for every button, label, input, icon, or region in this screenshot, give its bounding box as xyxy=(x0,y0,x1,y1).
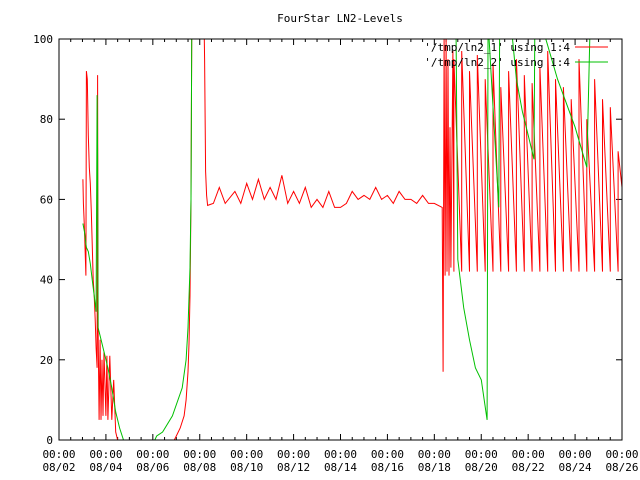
x-tick-date-label: 08/18 xyxy=(418,461,451,474)
x-tick-date-label: 08/06 xyxy=(136,461,169,474)
x-tick-time-label: 00:00 xyxy=(371,448,404,461)
y-tick-label: 60 xyxy=(40,193,53,206)
x-tick-date-label: 08/26 xyxy=(605,461,638,474)
x-tick-time-label: 00:00 xyxy=(418,448,451,461)
x-tick-date-label: 08/16 xyxy=(371,461,404,474)
x-tick-time-label: 00:00 xyxy=(277,448,310,461)
x-tick-date-label: 08/04 xyxy=(89,461,122,474)
x-tick-time-label: 00:00 xyxy=(559,448,592,461)
series-line-1 xyxy=(82,39,622,440)
x-tick-date-label: 08/24 xyxy=(559,461,592,474)
x-tick-date-label: 08/08 xyxy=(183,461,216,474)
y-tick-label: 40 xyxy=(40,274,53,287)
legend-label-series-1: '/tmp/ln2_1' using 1:4 xyxy=(424,41,570,54)
x-tick-time-label: 00:00 xyxy=(230,448,263,461)
y-tick-label: 80 xyxy=(40,113,53,126)
x-tick-time-label: 00:00 xyxy=(42,448,75,461)
series-lines xyxy=(82,39,622,440)
x-tick-time-label: 00:00 xyxy=(512,448,545,461)
axes: 02040608010000:0008/0200:0008/0400:0008/… xyxy=(33,33,638,474)
x-tick-date-label: 08/10 xyxy=(230,461,263,474)
y-tick-label: 0 xyxy=(46,434,53,447)
x-tick-date-label: 08/02 xyxy=(42,461,75,474)
y-tick-label: 100 xyxy=(33,33,53,46)
y-tick-label: 20 xyxy=(40,354,53,367)
x-tick-date-label: 08/22 xyxy=(512,461,545,474)
x-tick-time-label: 00:00 xyxy=(183,448,216,461)
x-tick-date-label: 08/14 xyxy=(324,461,357,474)
legend: '/tmp/ln2_1' using 1:4 '/tmp/ln2_2' usin… xyxy=(424,41,608,69)
x-tick-date-label: 08/20 xyxy=(465,461,498,474)
plot-border xyxy=(58,38,623,441)
x-tick-time-label: 00:00 xyxy=(89,448,122,461)
legend-label-series-2: '/tmp/ln2_2' using 1:4 xyxy=(424,56,570,69)
series-line-2 xyxy=(82,39,591,440)
x-tick-time-label: 00:00 xyxy=(605,448,638,461)
x-tick-time-label: 00:00 xyxy=(465,448,498,461)
x-tick-time-label: 00:00 xyxy=(324,448,357,461)
x-tick-time-label: 00:00 xyxy=(136,448,169,461)
chart-title: FourStar LN2-Levels xyxy=(277,12,403,25)
x-tick-date-label: 08/12 xyxy=(277,461,310,474)
